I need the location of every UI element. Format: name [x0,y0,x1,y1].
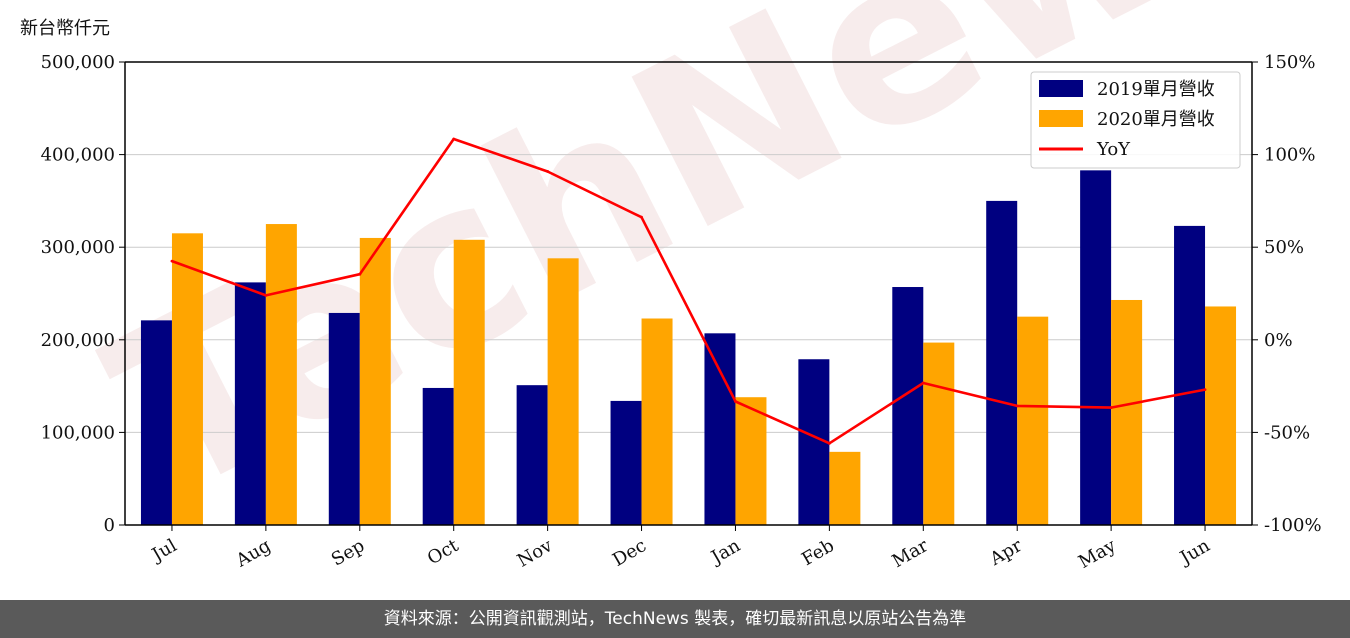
yoy-point-feb [827,441,831,445]
yoy-point-oct [452,137,456,141]
chart: TechNews 0100,000200,000300,000400,00050… [20,0,1336,573]
bar-2020-jun [1205,306,1237,525]
legend-swatch-2019 [1039,80,1083,97]
yoy-point-sep [358,272,362,276]
legend-label-2019: 2019單月營收 [1097,79,1215,100]
yoy-point-apr [1015,404,1019,408]
tick-label-x-may: May [1075,535,1120,573]
bar-2020-nov [547,258,579,525]
yoy-point-jul [170,259,174,263]
tick-label-left-0: 0 [104,515,115,536]
yoy-point-mar [921,381,925,385]
legend-swatch-2020 [1039,110,1083,127]
bar-2019-mar [892,287,924,525]
legend-label-yoy: YoY [1096,139,1131,160]
tick-label-left-3: 300,000 [41,237,115,258]
bar-2019-oct [422,387,454,525]
yoy-point-nov [546,170,550,173]
bar-2019-dec [610,400,642,525]
yoy-point-jan [734,400,737,403]
legend-label-2020: 2020單月營收 [1097,109,1215,130]
tick-label-x-jun: Jun [1175,535,1214,570]
bar-2020-dec [641,318,673,525]
bar-2019-sep [328,312,360,525]
yoy-point-dec [640,215,643,219]
tick-label-x-jan: Jan [706,535,744,569]
yoy-point-may [1109,406,1113,409]
tick-label-left-2: 200,000 [41,330,115,351]
bar-2019-jul [140,320,172,525]
bar-2020-jul [171,233,203,525]
tick-label-x-nov: Nov [514,535,557,572]
bar-2020-mar [923,342,955,525]
bar-2020-feb [829,451,861,525]
tick-label-left-4: 400,000 [41,145,115,166]
tick-label-right-3: 50% [1264,237,1304,258]
tick-label-x-feb: Feb [798,535,838,570]
bar-2020-may [1111,299,1143,525]
yoy-point-aug [264,293,268,297]
bar-2019-may [1080,170,1112,526]
legend: 2019單月營收 2020單月營收 YoY [1030,71,1241,169]
legend-box [1030,71,1241,169]
bar-2019-jan [704,333,736,525]
yoy-line [171,137,1206,445]
tick-label-left-5: 500,000 [41,52,115,73]
tick-label-left-1: 100,000 [41,422,115,443]
tick-label-x-oct: Oct [424,535,463,570]
axes [124,61,1253,526]
bar-2019-apr [986,200,1018,525]
grid-lines [125,154,1252,433]
tick-label-right-5: 150% [1264,52,1315,73]
tick-label-x-dec: Dec [609,535,650,571]
bar-2020-sep [359,237,391,525]
yoy-point-jun [1203,388,1207,392]
yoy-line-layer [170,137,1207,445]
tick-label-x-aug: Aug [232,535,275,572]
bar-2020-aug [265,224,297,526]
bar-2020-jan [735,397,767,525]
tick-label-x-apr: Apr [986,535,1026,570]
bar-2019-aug [234,282,266,525]
source-footer: 資料來源：公開資訊觀測站，TechNews 製表，確切最新訊息以原站公告為準 [0,600,1350,638]
bars [140,170,1237,526]
y-unit-label: 新台幣仟元 [20,18,110,39]
tick-label-right-2: 0% [1264,330,1293,351]
tick-label-right-4: 100% [1264,145,1315,166]
tick-label-right-0: -100% [1264,515,1322,536]
tick-label-x-sep: Sep [328,535,368,570]
tick-label-x-mar: Mar [889,535,933,572]
bar-2019-jun [1174,225,1206,526]
bar-2020-apr [1017,316,1049,525]
bar-2019-nov [516,385,548,525]
tick-label-right-1: -50% [1264,422,1310,443]
tick-label-x-jul: Jul [147,535,181,567]
bar-2020-oct [453,239,485,526]
